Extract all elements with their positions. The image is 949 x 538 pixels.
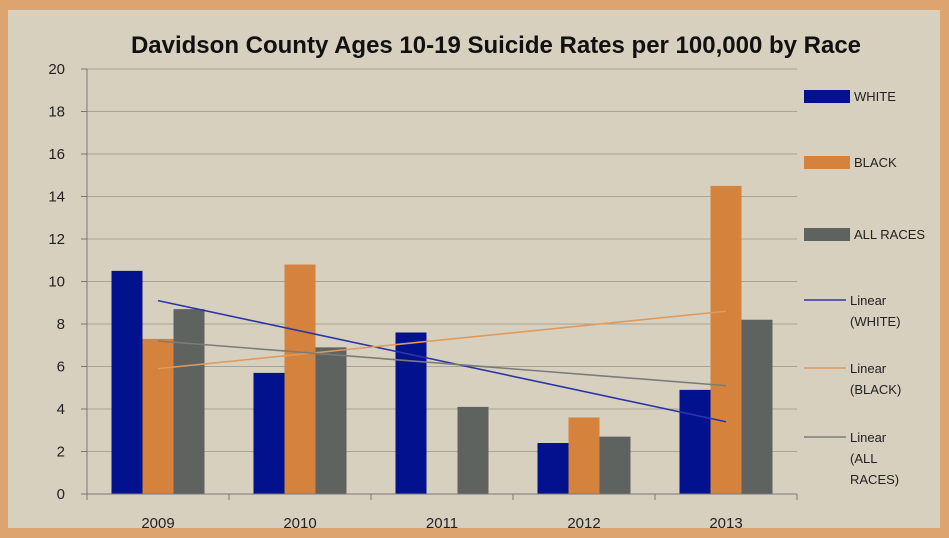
y-tick-label: 6 (57, 359, 65, 376)
chart-frame: Davidson County Ages 10-19 Suicide Rates… (8, 10, 940, 528)
bar-all-races (173, 309, 205, 494)
x-tick-label: 2013 (709, 515, 742, 528)
bar-all-races (741, 319, 773, 494)
trendline-linear-black (157, 310, 727, 370)
legend-trend-label: (ALL (850, 451, 877, 466)
legend-label: WHITE (854, 89, 896, 104)
legend-trend-label: Linear (850, 361, 887, 376)
y-tick-label: 12 (48, 231, 65, 248)
legend-trend-label: RACES) (850, 472, 899, 487)
legend-swatch (804, 228, 850, 241)
bars (111, 185, 773, 494)
bar-all-races (315, 347, 347, 494)
bar-white (253, 372, 285, 494)
y-tick-label: 18 (48, 104, 65, 121)
legend-trend-label: (BLACK) (850, 382, 901, 397)
y-tick-label: 10 (48, 274, 65, 291)
bar-white (537, 443, 569, 494)
y-tick-label: 14 (48, 189, 65, 206)
gridlines (87, 68, 797, 452)
legend-trend-label: Linear (850, 430, 887, 445)
y-tick-label: 20 (48, 61, 65, 78)
bar-white (111, 270, 143, 494)
axes: 0 2 4 6 8 10 12 14 16 18 20 2009 2010 2011 2012 2013 (48, 61, 798, 528)
legend-label: ALL RACES (854, 227, 925, 242)
bar-all-races (457, 406, 489, 494)
bar-black (710, 185, 742, 494)
bar-all-races (599, 436, 631, 494)
chart-title: Davidson County Ages 10-19 Suicide Rates… (131, 32, 861, 59)
x-tick-label: 2009 (141, 515, 174, 528)
x-tick-label: 2011 (426, 515, 458, 528)
trendlines (157, 299, 727, 423)
y-tick-label: 4 (57, 401, 65, 418)
legend: WHITE BLACK ALL RACES Linear (WHITE) Linear (B… (804, 89, 925, 487)
legend-trend-label: (WHITE) (850, 314, 901, 329)
y-tick-label: 0 (57, 486, 65, 503)
legend-swatch (804, 156, 850, 169)
x-tick-label: 2010 (283, 515, 316, 528)
legend-label: BLACK (854, 155, 897, 170)
y-tick-label: 2 (57, 444, 65, 461)
legend-trend-label: Linear (850, 293, 887, 308)
trendline-linear-white (157, 299, 727, 423)
trendline-linear-all-races (157, 340, 727, 387)
bar-black (284, 264, 316, 494)
bar-black (142, 338, 174, 494)
y-tick-label: 8 (57, 316, 65, 333)
legend-swatch (804, 90, 850, 103)
y-tick-label: 16 (48, 146, 65, 163)
bar-chart: Davidson County Ages 10-19 Suicide Rates… (48, 32, 925, 528)
bar-white (679, 389, 711, 494)
bar-black (568, 417, 600, 494)
x-tick-label: 2012 (567, 515, 600, 528)
